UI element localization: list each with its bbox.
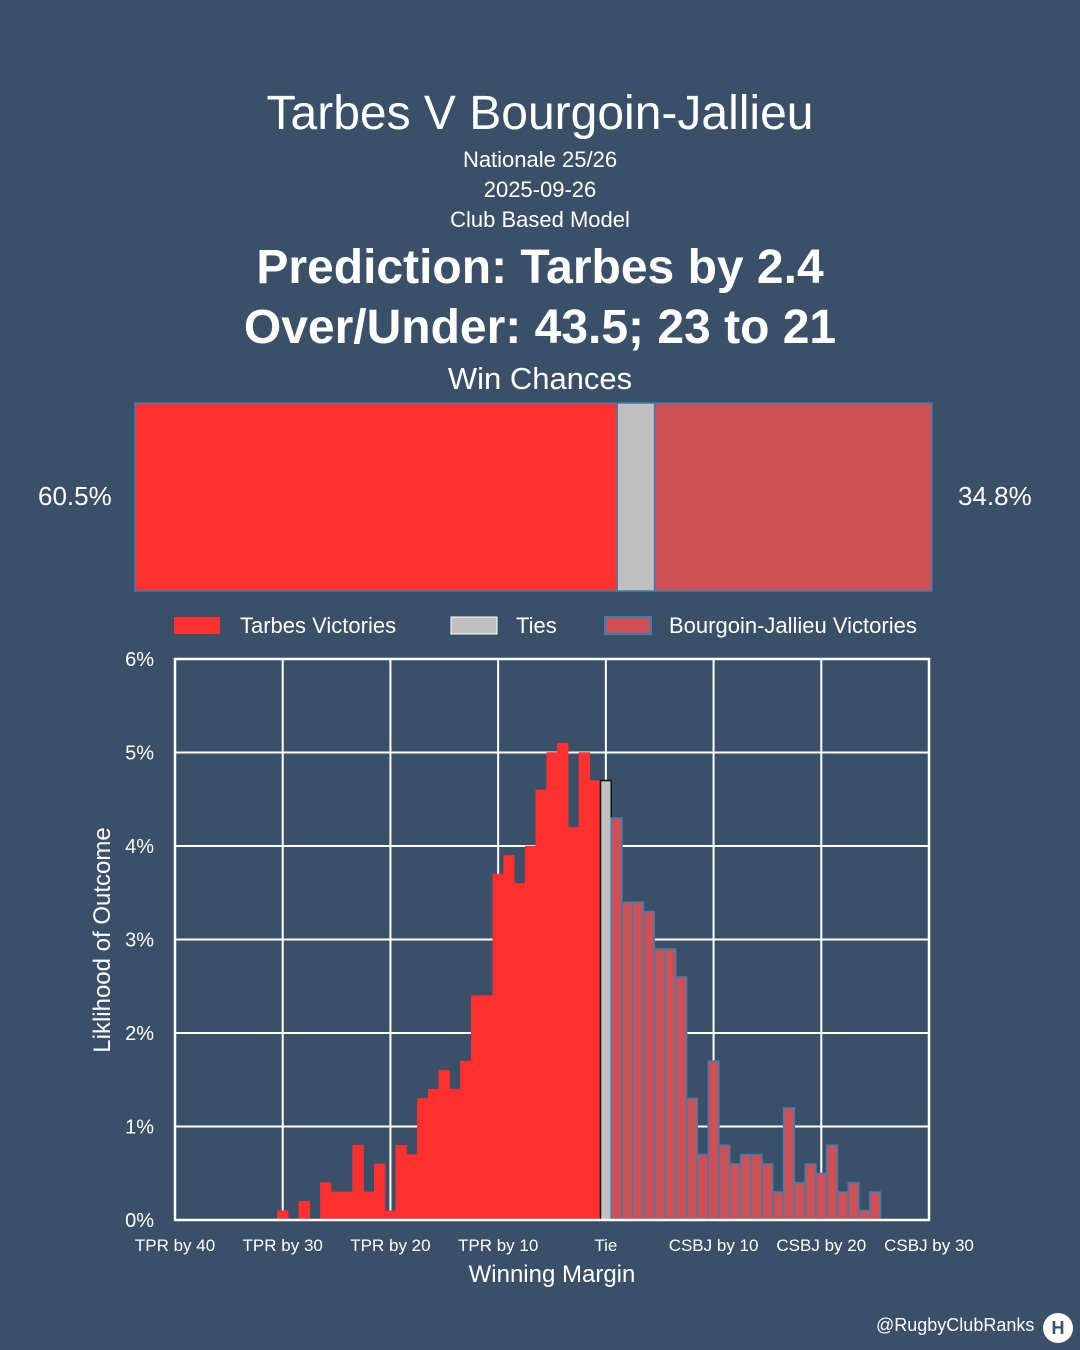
home-bar — [374, 1163, 386, 1221]
over-under-text: Over/Under: 43.5; 23 to 21 — [243, 301, 837, 354]
away-bar — [621, 901, 634, 1221]
away-bar — [685, 1097, 699, 1221]
away-bar — [718, 1144, 731, 1221]
away-bar — [804, 1163, 817, 1221]
margin-histogram: 0% 1% 2% 3% 4% 5% 6% TPR by 40 TPR by 30 TPR by 2… — [89, 649, 974, 1288]
legend-away-label: Bourgoin-Jallieu Victories — [669, 613, 917, 638]
home-bar — [298, 1201, 310, 1221]
home-bar — [481, 995, 494, 1221]
away-bar — [707, 1060, 720, 1221]
home-bar — [341, 1191, 353, 1221]
away-bar — [750, 1153, 763, 1221]
y-tick-label: 2% — [125, 1023, 154, 1045]
home-bar — [320, 1182, 332, 1221]
credit-handle: @RugbyClubRanks — [876, 1315, 1035, 1335]
win-chances-label: Win Chances — [447, 361, 633, 396]
home-bar — [363, 1191, 375, 1221]
away-bar — [739, 1153, 753, 1221]
away-win-segment — [653, 402, 933, 592]
away-bar — [642, 910, 656, 1221]
x-tick-label: CSBJ by 20 — [776, 1236, 866, 1255]
away-bar — [793, 1181, 806, 1221]
home-bar — [578, 752, 590, 1221]
home-bar — [524, 845, 537, 1221]
model-label: Club Based Model — [450, 207, 630, 232]
home-bar — [503, 855, 515, 1221]
legend-home-swatch — [174, 617, 220, 634]
y-axis-label: Liklihood of Outcome — [89, 827, 116, 1052]
home-bar — [352, 1144, 364, 1221]
chart-title: Tarbes V Bourgoin-Jallieu — [266, 87, 814, 140]
home-bar — [406, 1154, 418, 1221]
home-bar — [427, 1088, 440, 1221]
match-date: 2025-09-26 — [483, 177, 597, 202]
y-tick-label: 3% — [125, 930, 154, 952]
home-bar — [557, 742, 569, 1221]
home-bar — [277, 1210, 289, 1221]
home-bar — [546, 752, 558, 1221]
away-bar — [825, 1144, 839, 1221]
home-bar — [384, 1210, 397, 1221]
plot-frame — [173, 657, 931, 1222]
away-bar — [869, 1191, 882, 1221]
legend-tie-label: Ties — [516, 613, 557, 638]
away-bar — [653, 948, 666, 1221]
home-bar — [514, 883, 526, 1221]
x-tick-label: TPR by 10 — [458, 1236, 538, 1255]
away-bar — [815, 1172, 828, 1221]
home-bar — [438, 1070, 450, 1221]
club-logo-icon: H — [1043, 1313, 1073, 1343]
away-bar — [610, 817, 623, 1221]
away-bar — [847, 1181, 860, 1221]
home-bar — [460, 1060, 472, 1221]
away-bar — [728, 1163, 742, 1221]
x-axis-label: Winning Margin — [469, 1261, 636, 1288]
x-tick-label: TPR by 40 — [135, 1236, 215, 1255]
x-tick-label: Tie — [594, 1236, 617, 1255]
away-bar — [782, 1107, 796, 1221]
y-tick-label: 4% — [125, 836, 154, 858]
home-bar — [589, 780, 601, 1221]
home-bar — [535, 789, 547, 1221]
away-win-percent: 34.8% — [958, 481, 1032, 511]
away-bar — [761, 1163, 774, 1221]
x-tick-label: CSBJ by 30 — [884, 1236, 974, 1255]
y-tick-label: 0% — [125, 1210, 154, 1232]
legend-tie-swatch — [450, 616, 498, 635]
away-bar — [772, 1191, 785, 1221]
home-bar — [395, 1144, 407, 1221]
away-bar — [858, 1209, 871, 1221]
away-bar — [696, 1153, 709, 1221]
home-bar — [330, 1191, 343, 1221]
home-win-percent: 60.5% — [38, 481, 112, 511]
y-tick-label: 6% — [125, 649, 154, 671]
home-bar — [417, 1098, 429, 1221]
win-chances-bar — [134, 402, 933, 592]
away-bar — [632, 901, 645, 1221]
home-bar — [492, 873, 504, 1221]
legend-away-swatch — [604, 616, 652, 635]
home-bar — [567, 827, 580, 1221]
home-bar — [449, 1088, 461, 1221]
away-bar — [675, 976, 688, 1221]
x-tick-label: CSBJ by 10 — [669, 1236, 759, 1255]
x-tick-label: TPR by 20 — [350, 1236, 430, 1255]
competition-label: Nationale 25/26 — [462, 147, 618, 172]
prediction-text: Prediction: Tarbes by 2.4 — [256, 241, 824, 294]
y-tick-label: 1% — [125, 1117, 154, 1139]
x-tick-label: TPR by 30 — [243, 1236, 323, 1255]
tie-bar — [599, 779, 612, 1221]
away-bar — [836, 1191, 849, 1221]
home-bar — [470, 995, 483, 1221]
away-bar — [664, 948, 677, 1221]
y-tick-label: 5% — [125, 743, 154, 765]
legend: Tarbes Victories Ties Bourgoin-Jallieu V… — [174, 613, 917, 638]
legend-home-label: Tarbes Victories — [240, 613, 396, 638]
